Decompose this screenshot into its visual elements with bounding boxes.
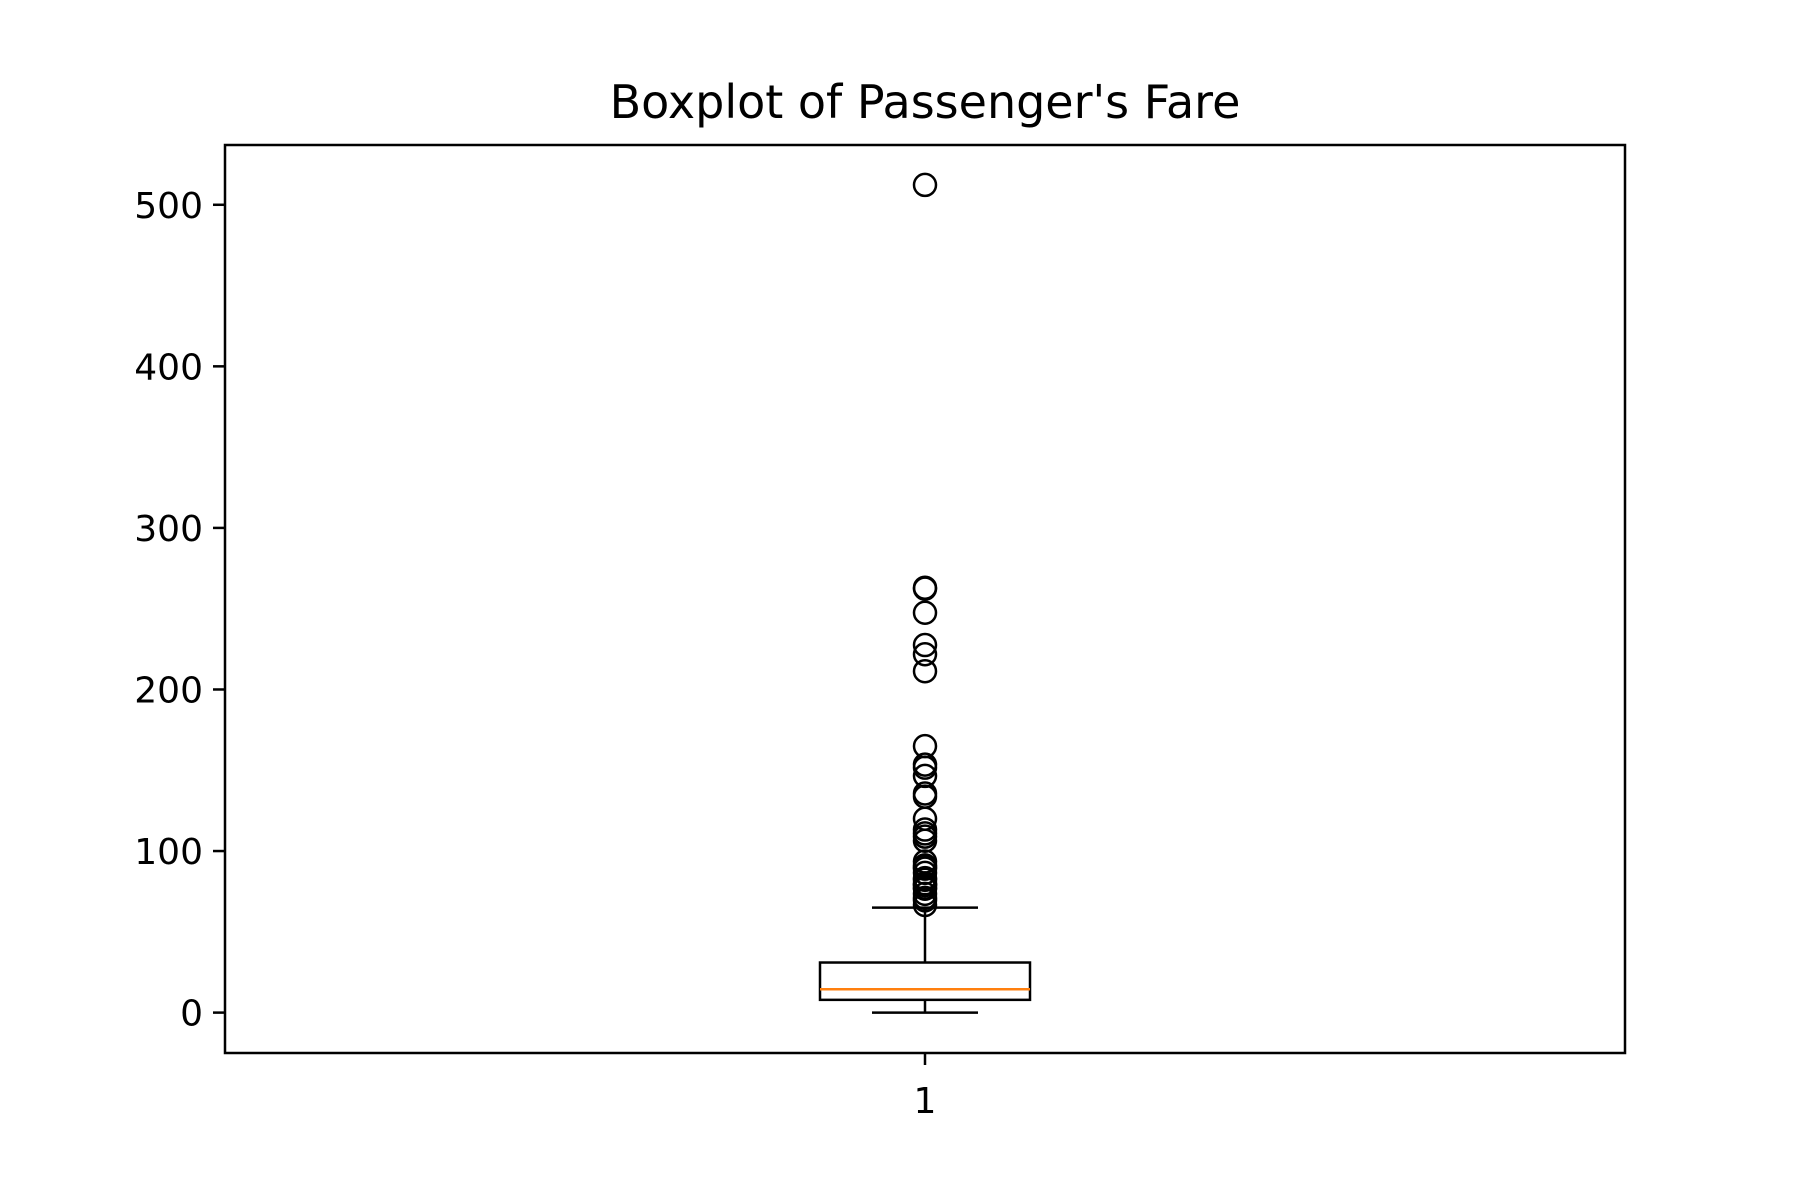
outlier-point — [912, 733, 938, 759]
outlier-point — [912, 642, 938, 667]
y-tick-label: 400 — [134, 347, 203, 388]
x-tick-label: 1 — [914, 1081, 937, 1122]
outlier-point — [912, 172, 938, 198]
outlier-point — [912, 817, 938, 842]
y-tick-label: 100 — [134, 832, 203, 873]
y-tick-label: 300 — [134, 509, 203, 550]
plot-area: 0 100 200 300 400 500 1 — [134, 172, 1032, 1122]
y-tick-label: 200 — [134, 670, 203, 711]
outlier-point — [912, 752, 938, 777]
iqr-box — [818, 961, 1032, 1002]
outlier-point — [912, 658, 938, 684]
y-tick-label: 0 — [180, 994, 203, 1035]
outlier-point — [912, 575, 938, 600]
outlier-point — [912, 600, 938, 625]
outlier-point — [912, 632, 938, 658]
outlier-point — [912, 763, 938, 789]
chart-title: Boxplot of Passenger's Fare — [610, 75, 1241, 129]
y-tick-label: 500 — [134, 186, 203, 227]
outlier-point — [912, 781, 938, 806]
axes-frame — [223, 143, 1627, 1055]
